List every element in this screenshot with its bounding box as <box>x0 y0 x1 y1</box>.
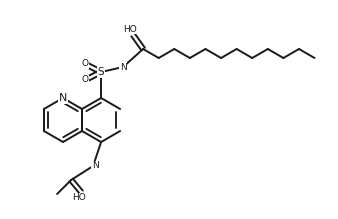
Text: HO: HO <box>123 25 137 34</box>
Text: N: N <box>120 62 126 71</box>
Text: S: S <box>98 67 104 77</box>
Text: HO: HO <box>72 194 86 203</box>
Text: O: O <box>81 76 89 85</box>
Text: N: N <box>92 161 98 171</box>
Text: O: O <box>81 60 89 69</box>
Text: N: N <box>59 93 67 103</box>
